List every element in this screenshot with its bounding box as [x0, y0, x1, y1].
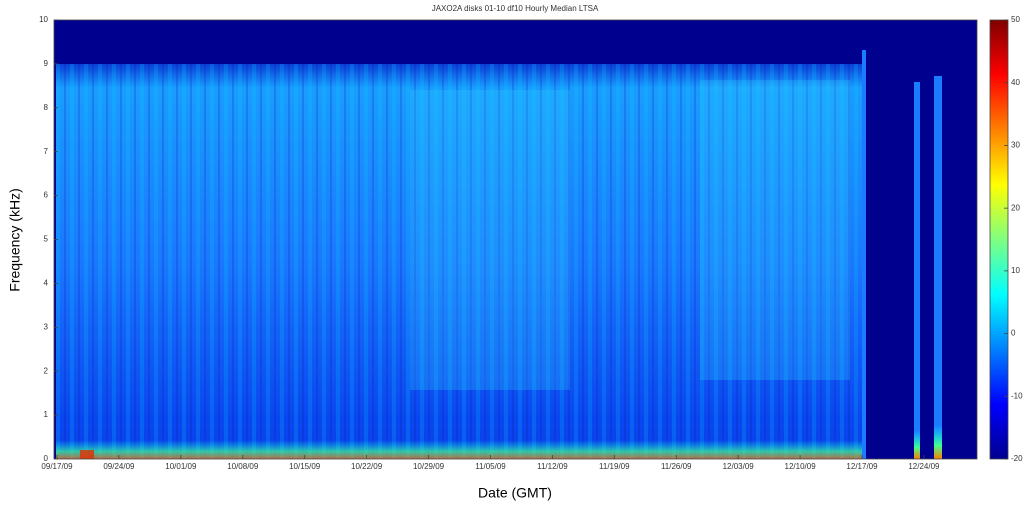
x-tick-label: 09/24/09 — [103, 462, 135, 471]
x-tick-label: 12/10/09 — [785, 462, 817, 471]
x-tick-label: 11/12/09 — [537, 462, 568, 471]
y-tick-label: 6 — [44, 191, 49, 200]
y-tick-label: 9 — [44, 59, 49, 68]
colorbar-tick-label: 10 — [1011, 266, 1020, 275]
y-tick-label: 10 — [39, 15, 48, 24]
colorbar-tick-label: 20 — [1011, 203, 1020, 212]
colorbar-tick-label: -20 — [1011, 454, 1023, 463]
x-tick-label: 12/24/09 — [908, 462, 940, 471]
y-tick-label: 5 — [44, 235, 49, 244]
y-tick-label: 1 — [44, 410, 49, 419]
y-tick-label: 3 — [44, 322, 49, 331]
x-tick-label: 09/17/09 — [41, 462, 73, 471]
x-axis-label: Date (GMT) — [478, 485, 552, 501]
y-tick-label: 2 — [44, 366, 49, 375]
y-tick-label: 0 — [44, 454, 49, 463]
y-tick-label: 4 — [44, 279, 49, 288]
x-tick-label: 10/01/09 — [165, 462, 197, 471]
y-axis-label: Frequency (kHz) — [7, 188, 23, 291]
x-tick-label: 12/03/09 — [723, 462, 755, 471]
colorbar-tick-label: 40 — [1011, 78, 1020, 87]
x-tick-label: 10/29/09 — [413, 462, 445, 471]
colorbar-tick-label: -10 — [1011, 391, 1023, 400]
chart-title: JAXO2A disks 01-10 df10 Hourly Median LT… — [432, 4, 599, 13]
colorbar-tick-label: 30 — [1011, 141, 1020, 150]
x-tick-label: 11/05/09 — [475, 462, 506, 471]
x-tick-label: 10/22/09 — [351, 462, 383, 471]
colorbar — [989, 19, 1009, 460]
x-tick-label: 11/19/09 — [599, 462, 630, 471]
colorbar-tick-label: 0 — [1011, 329, 1016, 338]
y-tick-label: 8 — [44, 103, 49, 112]
x-tick-label: 12/17/09 — [846, 462, 878, 471]
spectrogram — [53, 19, 978, 460]
colorbar-tick-label: 50 — [1011, 15, 1020, 24]
y-tick-label: 7 — [44, 147, 49, 156]
x-tick-label: 11/26/09 — [661, 462, 692, 471]
x-tick-label: 10/08/09 — [227, 462, 259, 471]
x-tick-label: 10/15/09 — [289, 462, 321, 471]
